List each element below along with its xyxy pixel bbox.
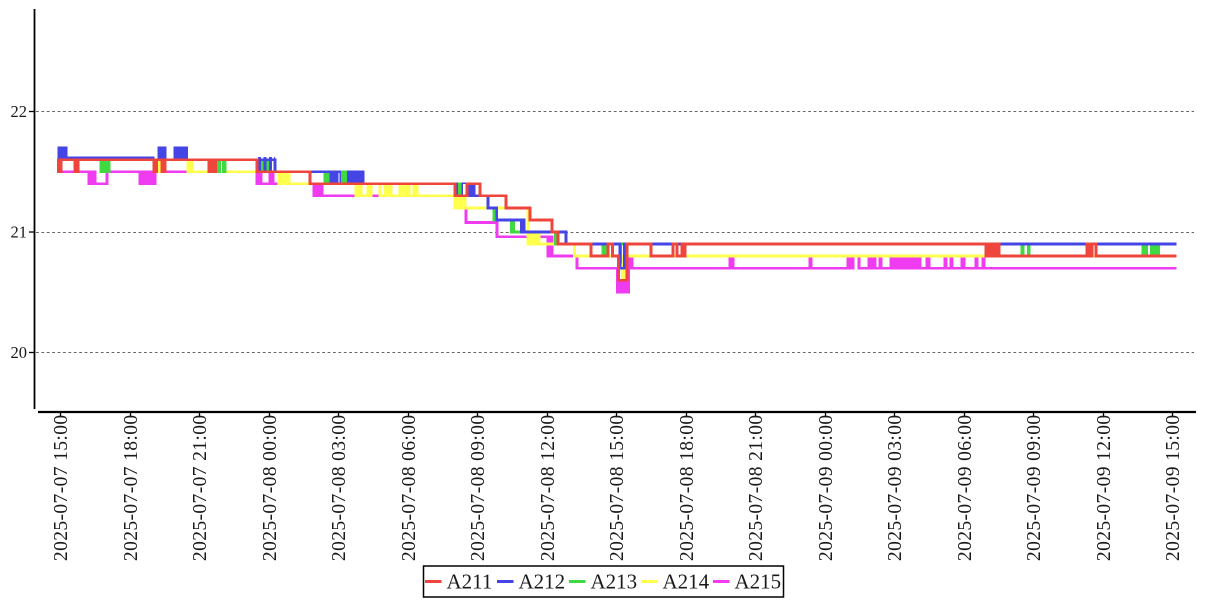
svg-text:A213: A213 <box>591 570 638 594</box>
svg-text:2025-07-09 12:00: 2025-07-09 12:00 <box>1094 415 1115 562</box>
svg-text:2025-07-07 15:00: 2025-07-07 15:00 <box>51 415 72 562</box>
svg-text:21: 21 <box>11 223 28 242</box>
svg-text:2025-07-09 09:00: 2025-07-09 09:00 <box>1024 415 1045 562</box>
svg-text:2025-07-09 06:00: 2025-07-09 06:00 <box>955 415 976 562</box>
svg-text:20: 20 <box>11 343 28 362</box>
svg-text:2025-07-09 00:00: 2025-07-09 00:00 <box>816 415 837 562</box>
svg-text:22: 22 <box>11 102 28 121</box>
svg-text:2025-07-08 12:00: 2025-07-08 12:00 <box>538 415 559 562</box>
svg-text:A212: A212 <box>519 570 566 594</box>
svg-text:A215: A215 <box>735 570 782 594</box>
svg-text:2025-07-08 06:00: 2025-07-08 06:00 <box>399 415 420 562</box>
svg-text:2025-07-08 21:00: 2025-07-08 21:00 <box>746 415 767 562</box>
svg-text:2025-07-08 18:00: 2025-07-08 18:00 <box>677 415 698 562</box>
svg-text:A214: A214 <box>663 570 710 594</box>
svg-text:2025-07-07 18:00: 2025-07-07 18:00 <box>121 415 142 562</box>
svg-text:2025-07-09 03:00: 2025-07-09 03:00 <box>885 415 906 562</box>
svg-text:2025-07-08 15:00: 2025-07-08 15:00 <box>607 415 628 562</box>
svg-text:2025-07-09 15:00: 2025-07-09 15:00 <box>1163 415 1184 562</box>
svg-text:2025-07-08 00:00: 2025-07-08 00:00 <box>260 415 281 562</box>
svg-text:2025-07-07 21:00: 2025-07-07 21:00 <box>190 415 211 562</box>
svg-text:2025-07-08 03:00: 2025-07-08 03:00 <box>329 415 350 562</box>
svg-text:2025-07-08 09:00: 2025-07-08 09:00 <box>468 415 489 562</box>
svg-text:A211: A211 <box>447 570 493 594</box>
